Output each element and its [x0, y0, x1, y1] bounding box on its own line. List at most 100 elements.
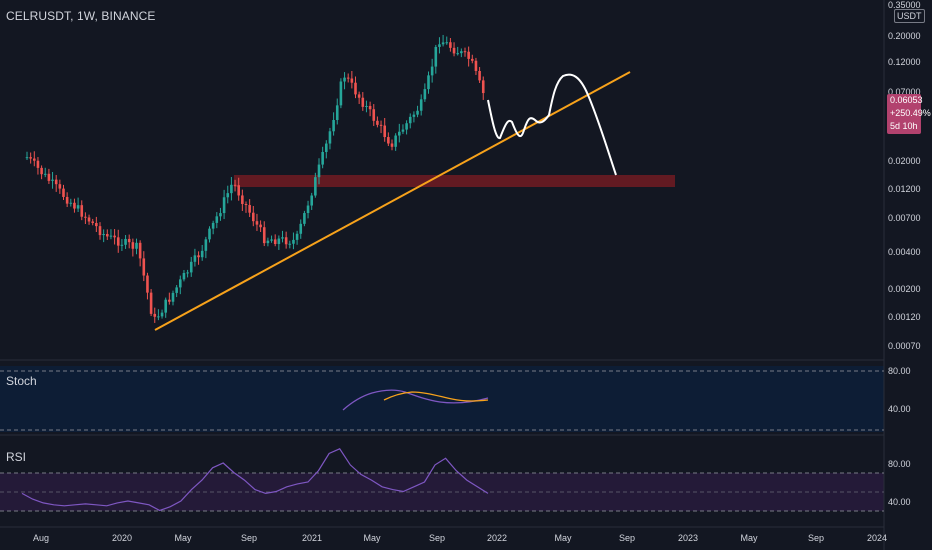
candle-body — [335, 105, 339, 121]
candle-body — [452, 47, 456, 54]
candle-body — [252, 212, 255, 222]
time-tick: Sep — [241, 533, 257, 543]
candle-body — [95, 222, 98, 227]
candle-body — [62, 188, 65, 197]
candle-body — [135, 242, 138, 249]
price-tick: 0.00120 — [888, 312, 921, 322]
candle-body — [390, 143, 394, 147]
candle-body — [80, 205, 84, 217]
rsi-tick-40: 40.00 — [888, 497, 911, 507]
candle-body — [463, 51, 467, 53]
candle-body — [255, 221, 259, 225]
candle-body — [310, 195, 313, 206]
candle-body — [120, 244, 124, 246]
candle-body — [54, 179, 58, 185]
rsi-tick-80: 80.00 — [888, 459, 911, 469]
candle-body — [449, 42, 452, 48]
price-axis[interactable]: 0.350000.200000.120000.070000.035000.020… — [888, 0, 921, 351]
candle-body — [116, 237, 120, 246]
candle-body — [376, 120, 379, 125]
candle-body — [211, 222, 215, 229]
candle-body — [193, 255, 197, 262]
resistance-zone[interactable] — [234, 175, 675, 187]
candle-body — [200, 250, 204, 258]
candle-body — [76, 205, 80, 209]
price-tick: 0.02000 — [888, 156, 921, 166]
candle-body — [317, 164, 321, 178]
candle-body — [416, 110, 419, 115]
candle-body — [146, 275, 149, 293]
candle-body — [91, 221, 94, 223]
candle-body — [106, 234, 109, 237]
candle-body — [248, 205, 251, 213]
candle-body — [36, 160, 40, 168]
trendline[interactable] — [154, 71, 631, 331]
candle-body — [427, 75, 430, 90]
bar-countdown: 5d 10h — [890, 121, 918, 131]
candle-body — [299, 223, 303, 234]
candle-body — [423, 89, 427, 100]
time-tick: Sep — [429, 533, 445, 543]
candle-body — [25, 157, 29, 159]
candle-body — [33, 158, 36, 161]
candle-body — [478, 71, 481, 81]
candle-body — [303, 213, 306, 224]
price-tick: 0.00400 — [888, 247, 921, 257]
candle-body — [124, 238, 127, 245]
candle-body — [73, 202, 76, 209]
rsi-series — [21, 448, 489, 512]
candle-body — [113, 235, 116, 238]
stoch-d-line — [383, 391, 489, 402]
candle-body — [295, 233, 299, 240]
time-tick: May — [740, 533, 758, 543]
candle-body — [361, 97, 365, 107]
time-tick: May — [174, 533, 192, 543]
stoch-tick-80: 80.00 — [888, 366, 911, 376]
candle-body — [189, 261, 193, 273]
candle-body — [160, 312, 164, 317]
time-tick: Aug — [33, 533, 49, 543]
candle-body — [215, 216, 219, 223]
candle-body — [226, 193, 230, 198]
candle-body — [273, 239, 277, 245]
candle-body — [131, 242, 135, 249]
candle-body — [401, 129, 405, 132]
candle-body — [430, 66, 434, 76]
candle-body — [87, 217, 91, 222]
candle-body — [281, 237, 284, 239]
candles-layer — [25, 34, 485, 323]
candle-body — [481, 80, 485, 94]
candle-body — [43, 173, 47, 175]
projection-path[interactable] — [487, 73, 617, 176]
price-tick: 0.01200 — [888, 184, 921, 194]
candle-body — [398, 131, 401, 136]
candle-body — [47, 173, 51, 181]
candle-body — [434, 46, 438, 67]
time-axis[interactable]: Aug 2020 May Sep 2021 May Sep 2022 May Sep 2023 May… — [33, 533, 887, 543]
candle-body — [372, 109, 376, 121]
candle-body — [84, 216, 87, 218]
candle-body — [339, 81, 343, 106]
rsi-label: RSI — [6, 450, 27, 464]
candle-body — [354, 82, 357, 95]
candle-body — [445, 42, 449, 44]
candle-body — [412, 114, 416, 117]
last-price: 0.06053 — [890, 95, 923, 105]
candle-body — [69, 202, 73, 204]
candle-body — [325, 143, 328, 152]
candle-body — [284, 237, 288, 245]
currency-badge[interactable]: USDT — [894, 9, 925, 23]
stoch-label: Stoch — [6, 374, 37, 388]
time-tick: Sep — [808, 533, 824, 543]
candle-body — [306, 205, 310, 214]
chart-title: CELRUSDT, 1W, BINANCE — [6, 9, 156, 23]
price-tick: 0.00070 — [888, 341, 921, 351]
candle-body — [350, 78, 354, 83]
candle-body — [179, 279, 182, 288]
candle-body — [142, 258, 146, 276]
candle-body — [241, 195, 244, 204]
time-tick: 2021 — [302, 533, 322, 543]
candle-body — [168, 299, 171, 302]
candle-body — [230, 184, 233, 194]
